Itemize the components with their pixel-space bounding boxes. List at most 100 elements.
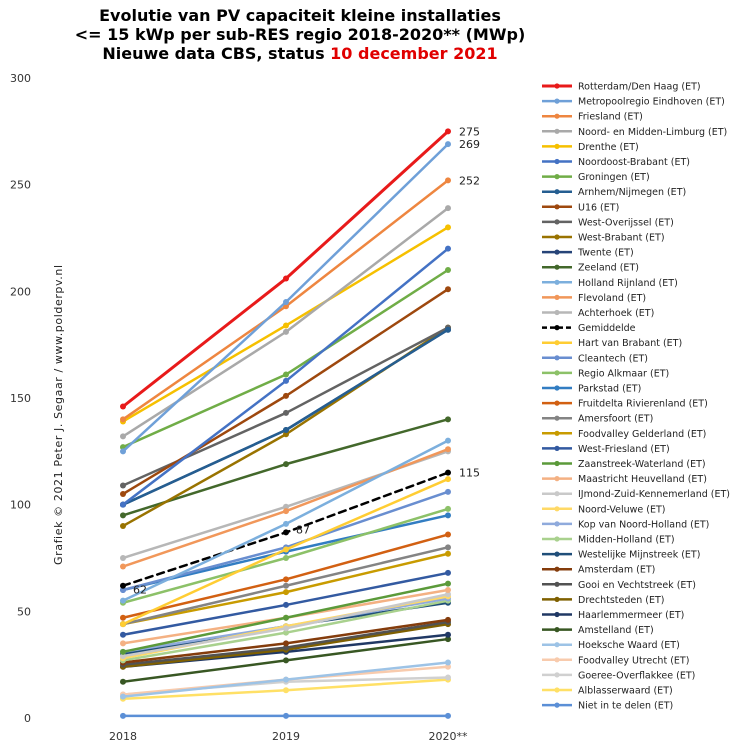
data-point [445, 569, 451, 576]
data-point [120, 587, 126, 593]
legend-entry-label: Fruitdelta Rivierenland (ET) [578, 399, 708, 410]
data-point [283, 601, 289, 608]
data-label: 87 [296, 523, 310, 536]
legend-entry-label: U16 (ET) [578, 202, 619, 213]
data-point [120, 501, 126, 508]
legend-swatch-marker [554, 506, 560, 512]
legend-swatch-marker [554, 143, 560, 149]
legend-entry-label: Alblasserwaard (ET) [578, 686, 673, 697]
data-point [445, 674, 451, 681]
legend-entry-label: Zeeland (ET) [578, 263, 639, 274]
data-point [283, 546, 289, 553]
data-point [120, 621, 126, 628]
data-point [120, 614, 126, 621]
legend-entry-label: Amersfoort (ET) [578, 414, 653, 425]
data-point [283, 503, 289, 510]
data-point [445, 476, 451, 483]
y-tick-label: 0 [24, 712, 31, 725]
data-point [283, 409, 289, 416]
legend-swatch-marker [554, 642, 560, 648]
data-point [283, 712, 289, 719]
legend-swatch-marker [554, 460, 560, 467]
credit-text: Grafiek © 2021 Peter J. Segaar / www.pol… [52, 264, 65, 565]
legend-entry-label: Hart van Brabant (ET) [578, 338, 682, 349]
data-point [445, 141, 451, 148]
y-tick-label: 200 [10, 285, 31, 298]
data-point [283, 529, 289, 536]
series-line-16 [121, 471, 450, 587]
data-point [445, 128, 451, 135]
legend-swatch-marker [554, 294, 560, 300]
data-point [283, 299, 289, 305]
legend-swatch-marker [554, 370, 560, 376]
data-point [445, 663, 451, 670]
data-point [445, 245, 451, 252]
legend-entry-label: Noordoost-Brabant (ET) [578, 157, 690, 168]
legend-entry-label: Niet in te delen (ET) [578, 701, 673, 712]
legend-entry-label: Noord- en Midden-Limburg (ET) [578, 127, 727, 138]
legend-entry-label: Amstelland (ET) [578, 625, 654, 636]
data-point [120, 491, 126, 497]
data-point [283, 461, 289, 468]
data-point [283, 644, 289, 651]
series-line-7 [121, 328, 450, 506]
data-point [283, 275, 289, 282]
data-point [283, 322, 289, 329]
legend-swatch-marker [554, 596, 560, 603]
data-point [283, 576, 289, 583]
data-point [445, 177, 451, 184]
data-point [120, 582, 126, 589]
legend-swatch-marker [554, 521, 560, 527]
data-point [120, 597, 126, 604]
legend-swatch-marker [554, 687, 560, 693]
x-tick-label: 2019 [272, 730, 300, 743]
legend-entry-label: Foodvalley Utrecht (ET) [578, 655, 689, 666]
legend-entry-label: Metropoolregio Eindhoven (ET) [578, 97, 725, 108]
data-point [445, 488, 451, 495]
legend-swatch-marker [554, 355, 560, 361]
data-label: 269 [459, 138, 480, 151]
y-tick-label: 100 [10, 499, 31, 512]
legend-entry-label: Gooi en Vechtstreek (ET) [578, 580, 696, 591]
data-point [445, 631, 451, 638]
legend-entry-label: Maastricht Heuvelland (ET) [578, 474, 707, 485]
data-point [445, 591, 451, 598]
legend-entry-label: Drenthe (ET) [578, 142, 639, 153]
data-point [283, 614, 289, 621]
data-point [120, 640, 126, 647]
legend-swatch-marker [554, 385, 560, 391]
data-point [445, 550, 451, 557]
legend-entry-label: Groningen (ET) [578, 172, 650, 183]
data-point [120, 648, 126, 655]
legend-swatch-marker [554, 430, 560, 436]
y-tick-label: 150 [10, 392, 31, 405]
legend-swatch-marker [554, 657, 560, 663]
legend-swatch-marker [554, 551, 560, 557]
data-point [283, 508, 289, 515]
data-point [445, 224, 451, 231]
data-point [120, 678, 126, 685]
data-point [283, 657, 289, 664]
data-point [120, 523, 126, 529]
legend-swatch-marker [554, 491, 560, 497]
data-point [445, 437, 451, 444]
data-point [283, 676, 289, 683]
legend-entry-label: Goeree-Overflakkee (ET) [578, 670, 695, 681]
data-label: 115 [459, 467, 480, 480]
legend-entry-label: Gemiddelde [578, 323, 636, 334]
data-point [445, 267, 451, 273]
data-point [445, 505, 451, 512]
legend-entry-label: Midden-Holland (ET) [578, 535, 675, 546]
x-tick-label: 2018 [109, 730, 137, 743]
series-line-0 [121, 129, 450, 409]
legend-entry-label: Drechtsteden (ET) [578, 595, 664, 606]
data-point [283, 392, 289, 399]
legend-swatch-marker [554, 325, 560, 331]
data-point [283, 582, 289, 589]
data-point [283, 371, 289, 378]
data-point [283, 427, 289, 433]
legend-swatch-marker [554, 476, 560, 482]
legend-entry-label: Hoeksche Waard (ET) [578, 640, 680, 651]
